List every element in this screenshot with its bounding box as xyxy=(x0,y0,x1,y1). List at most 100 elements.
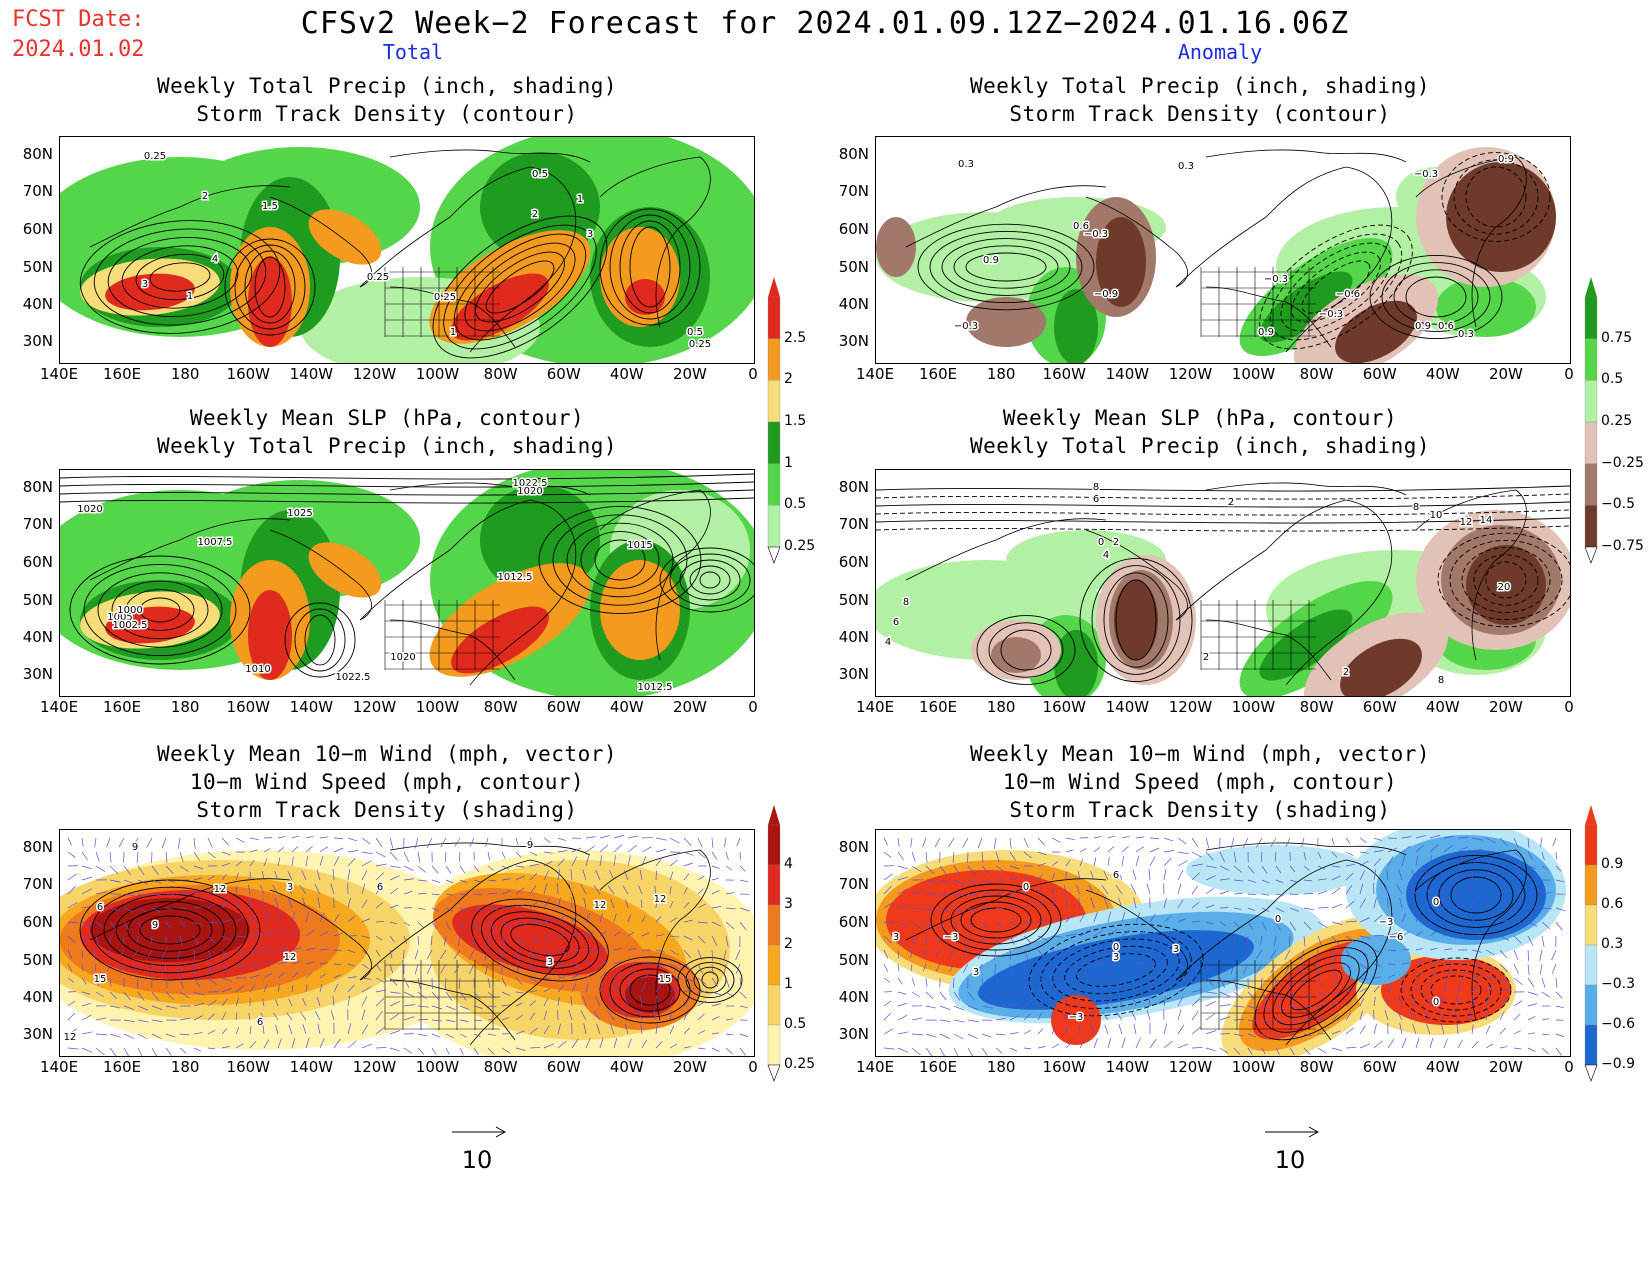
contour-line xyxy=(284,602,356,678)
latitude-tick-label: 60N xyxy=(22,913,53,931)
wind-vector xyxy=(389,837,394,849)
coastline xyxy=(529,859,577,991)
wind-vector xyxy=(1289,865,1296,873)
wind-vector xyxy=(179,892,189,895)
wind-vector xyxy=(317,1023,321,1035)
wind-vector xyxy=(1457,915,1462,923)
latitude-tick-label: 80N xyxy=(838,838,869,856)
colorbar-cap xyxy=(768,805,780,825)
wind-vector xyxy=(445,1047,450,1055)
wind-vector xyxy=(473,1047,479,1056)
wind-vector xyxy=(711,851,718,860)
longitude-tick-label: 160E xyxy=(919,365,958,383)
colorbar-label: 2 xyxy=(784,936,793,952)
wind-vector xyxy=(977,837,983,849)
wind-vector xyxy=(1219,1016,1231,1021)
wind-vector xyxy=(543,987,551,993)
wind-vector xyxy=(1415,971,1423,979)
wind-vector xyxy=(1233,865,1243,873)
vector-reference-value: 10 xyxy=(461,1146,493,1174)
wind-vector xyxy=(1429,961,1439,965)
wind-vector xyxy=(637,1009,643,1021)
arrow-right-icon xyxy=(1265,1126,1320,1138)
wind-vector xyxy=(1177,977,1188,980)
wind-vector xyxy=(1177,870,1184,881)
wind-vector xyxy=(1359,977,1368,980)
contour-line xyxy=(566,522,674,598)
wind-vector xyxy=(136,977,139,988)
wind-vector xyxy=(948,837,955,848)
wind-vector xyxy=(454,837,461,847)
wind-vector xyxy=(1396,884,1403,895)
wind-vector xyxy=(1107,961,1117,965)
contour-line xyxy=(929,230,1083,304)
longitude-tick-label: 140W xyxy=(289,1058,334,1076)
wind-vector xyxy=(883,837,888,846)
wind-vector xyxy=(106,949,111,957)
wind-vector xyxy=(1527,921,1538,927)
contour-label: 10 xyxy=(1430,510,1443,521)
wind-vector xyxy=(319,1037,325,1049)
wind-vector xyxy=(683,977,695,982)
wind-vector xyxy=(1037,851,1047,856)
wind-vector xyxy=(123,865,131,875)
wind-vector xyxy=(883,1012,892,1021)
wind-vector xyxy=(501,935,507,947)
wind-vector xyxy=(1285,837,1291,847)
wind-vector xyxy=(165,1047,172,1056)
wind-vector xyxy=(697,1030,706,1035)
wind-vector xyxy=(1103,897,1109,909)
longitude-tick-label: 40W xyxy=(1425,1058,1460,1076)
wind-vector xyxy=(1261,865,1268,874)
wind-vector xyxy=(1079,963,1091,965)
wind-vector xyxy=(347,1040,357,1049)
wind-vector xyxy=(263,963,275,965)
coastline xyxy=(269,889,372,981)
contour-line xyxy=(139,597,181,623)
wind-vector xyxy=(1132,869,1137,881)
wind-vector xyxy=(1513,1000,1523,1007)
contour-line xyxy=(1438,869,1514,921)
longitude-tick-label: 160E xyxy=(919,1058,958,1076)
coastline xyxy=(89,185,291,248)
wind-vector xyxy=(1429,913,1433,923)
contour-line xyxy=(294,608,346,672)
wind-vector xyxy=(1023,977,1033,985)
longitude-tick-label: 0 xyxy=(748,698,758,716)
latitude-tick-label: 70N xyxy=(22,182,53,200)
wind-vector xyxy=(445,921,451,931)
panel-title-p2: Weekly Total Precip (inch, shading) Stor… xyxy=(850,72,1550,128)
wind-vector xyxy=(1359,963,1368,970)
wind-vector xyxy=(319,836,329,839)
wind-vector xyxy=(109,907,120,912)
wind-vector xyxy=(1233,1005,1245,1008)
wind-vector xyxy=(249,933,261,937)
wind-vector xyxy=(613,855,616,867)
wind-vector xyxy=(1317,865,1326,870)
wind-vector xyxy=(1373,858,1382,867)
wind-vector xyxy=(501,977,507,987)
wind-vector xyxy=(1289,907,1299,912)
wind-vector xyxy=(1259,935,1263,946)
wind-vector xyxy=(221,1028,228,1035)
wind-vector xyxy=(725,1047,733,1055)
wind-vector xyxy=(557,949,567,954)
wind-vector xyxy=(624,1023,629,1035)
wind-vector xyxy=(1037,1028,1044,1035)
colorbar-label: 0.9 xyxy=(1601,856,1624,872)
wind-vector xyxy=(1219,1004,1231,1007)
wind-vector xyxy=(1303,851,1306,861)
contour-label: −6 xyxy=(1389,932,1404,943)
wind-vector xyxy=(235,949,246,956)
contour-label: −3 xyxy=(1379,917,1394,928)
wind-vector xyxy=(1077,871,1081,881)
wind-vector xyxy=(1065,949,1077,953)
wind-vector xyxy=(585,931,594,937)
wind-vector xyxy=(570,869,573,881)
wind-vector xyxy=(1247,1019,1258,1022)
wind-vector xyxy=(389,1047,400,1052)
wind-vector xyxy=(137,991,145,1001)
wind-vector xyxy=(939,907,950,913)
wind-vector xyxy=(1093,947,1105,951)
coastline-layer xyxy=(905,482,1527,686)
